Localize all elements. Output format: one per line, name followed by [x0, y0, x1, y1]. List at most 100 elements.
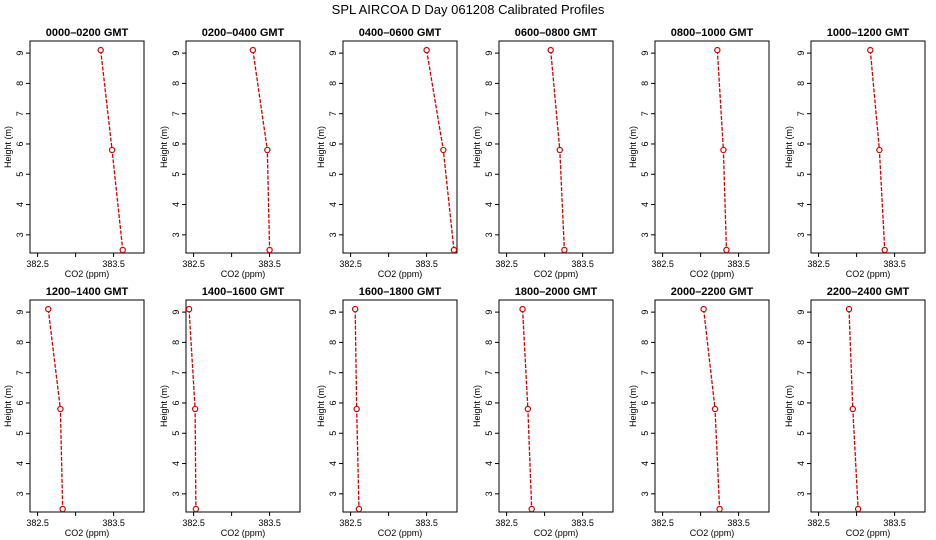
- y-tick-label: 5: [15, 431, 25, 436]
- data-point: [266, 246, 273, 254]
- x-tick-label: 383.5: [258, 259, 281, 269]
- data-point: [355, 505, 363, 513]
- data-point: [450, 246, 458, 254]
- y-tick-label: 6: [640, 400, 650, 405]
- y-axis-label: Height (m): [3, 126, 13, 168]
- plot-frame: [810, 40, 926, 254]
- data-point: [700, 305, 707, 313]
- panel-title: 0800–1000 GMT: [671, 27, 754, 39]
- y-tick-label: 6: [171, 141, 181, 146]
- y-tick-label: 8: [640, 81, 650, 86]
- y-axis-label: Height (m): [784, 385, 794, 427]
- x-axis-label: CO2 (ppm): [221, 269, 266, 279]
- y-tick-label: 7: [15, 370, 25, 375]
- x-tick-label: 382.5: [495, 259, 518, 269]
- x-axis-label: CO2 (ppm): [221, 528, 266, 538]
- y-tick-label: 5: [15, 172, 25, 177]
- plot-frame: [810, 299, 926, 513]
- y-axis-label: Height (m): [628, 126, 638, 168]
- y-tick-label: 3: [796, 491, 806, 496]
- y-tick-label: 7: [328, 111, 338, 116]
- y-tick-label: 5: [640, 431, 650, 436]
- y-tick-label: 9: [640, 310, 650, 315]
- x-axis-label: CO2 (ppm): [65, 528, 110, 538]
- y-tick-label: 8: [796, 81, 806, 86]
- x-tick-label: 383.5: [415, 518, 438, 528]
- data-point: [519, 305, 526, 313]
- x-tick-label: 382.5: [495, 518, 518, 528]
- y-tick-label: 8: [484, 81, 494, 86]
- x-tick-label: 382.5: [182, 259, 205, 269]
- y-tick-label: 6: [15, 400, 25, 405]
- plot-frame: [654, 40, 770, 254]
- y-axis-label: Height (m): [472, 385, 482, 427]
- panel-title: 1000–1200 GMT: [827, 27, 910, 39]
- y-tick-label: 3: [15, 232, 25, 237]
- data-point: [119, 246, 126, 254]
- data-point: [192, 505, 200, 513]
- x-tick-label: 383.5: [415, 259, 438, 269]
- x-tick-label: 383.5: [571, 259, 594, 269]
- panel-title: 1600–1800 GMT: [359, 286, 442, 298]
- x-tick-label: 382.5: [807, 259, 830, 269]
- x-axis-label: CO2 (ppm): [534, 528, 579, 538]
- x-tick-label: 383.5: [102, 518, 125, 528]
- x-tick-label: 382.5: [26, 259, 49, 269]
- plot-frame: [498, 40, 614, 254]
- y-tick-label: 7: [796, 111, 806, 116]
- y-tick-label: 6: [328, 141, 338, 146]
- y-tick-label: 3: [640, 491, 650, 496]
- data-point: [849, 405, 857, 413]
- data-point: [714, 46, 721, 54]
- y-tick-label: 9: [15, 51, 25, 56]
- data-point: [845, 305, 853, 313]
- y-tick-label: 3: [171, 232, 181, 237]
- plot-frame: [185, 299, 301, 513]
- y-tick-label: 3: [640, 232, 650, 237]
- x-tick-label: 383.5: [883, 259, 906, 269]
- x-tick-label: 382.5: [182, 518, 205, 528]
- data-point: [97, 46, 104, 54]
- panel-title: 2200–2400 GMT: [827, 286, 910, 298]
- x-axis-label: CO2 (ppm): [690, 269, 735, 279]
- y-tick-label: 5: [328, 431, 338, 436]
- y-tick-label: 4: [484, 461, 494, 466]
- x-axis-label: CO2 (ppm): [534, 269, 579, 279]
- y-tick-label: 9: [15, 310, 25, 315]
- y-tick-label: 5: [484, 431, 494, 436]
- y-tick-label: 4: [328, 461, 338, 466]
- x-tick-label: 382.5: [339, 518, 362, 528]
- y-tick-label: 6: [796, 400, 806, 405]
- y-tick-label: 3: [15, 491, 25, 496]
- y-tick-label: 5: [484, 172, 494, 177]
- plot-frame: [654, 299, 770, 513]
- y-tick-label: 7: [328, 370, 338, 375]
- y-tick-label: 4: [171, 461, 181, 466]
- y-tick-label: 5: [328, 172, 338, 177]
- y-tick-label: 5: [796, 172, 806, 177]
- x-axis-label: CO2 (ppm): [65, 269, 110, 279]
- x-axis-label: CO2 (ppm): [846, 269, 891, 279]
- y-tick-label: 5: [171, 431, 181, 436]
- y-axis-label: Height (m): [3, 385, 13, 427]
- data-point: [423, 46, 430, 54]
- x-tick-label: 383.5: [727, 518, 750, 528]
- y-tick-label: 8: [171, 340, 181, 345]
- data-point: [185, 305, 193, 313]
- data-point: [264, 146, 271, 154]
- y-tick-label: 9: [484, 310, 494, 315]
- data-point: [249, 46, 257, 54]
- data-point: [547, 46, 554, 54]
- data-point: [876, 146, 883, 154]
- plot-frame: [29, 40, 145, 254]
- y-tick-label: 9: [640, 51, 650, 56]
- y-tick-label: 4: [171, 202, 181, 207]
- y-tick-label: 8: [640, 340, 650, 345]
- plot-frame: [342, 40, 458, 254]
- plot-frame: [342, 299, 458, 513]
